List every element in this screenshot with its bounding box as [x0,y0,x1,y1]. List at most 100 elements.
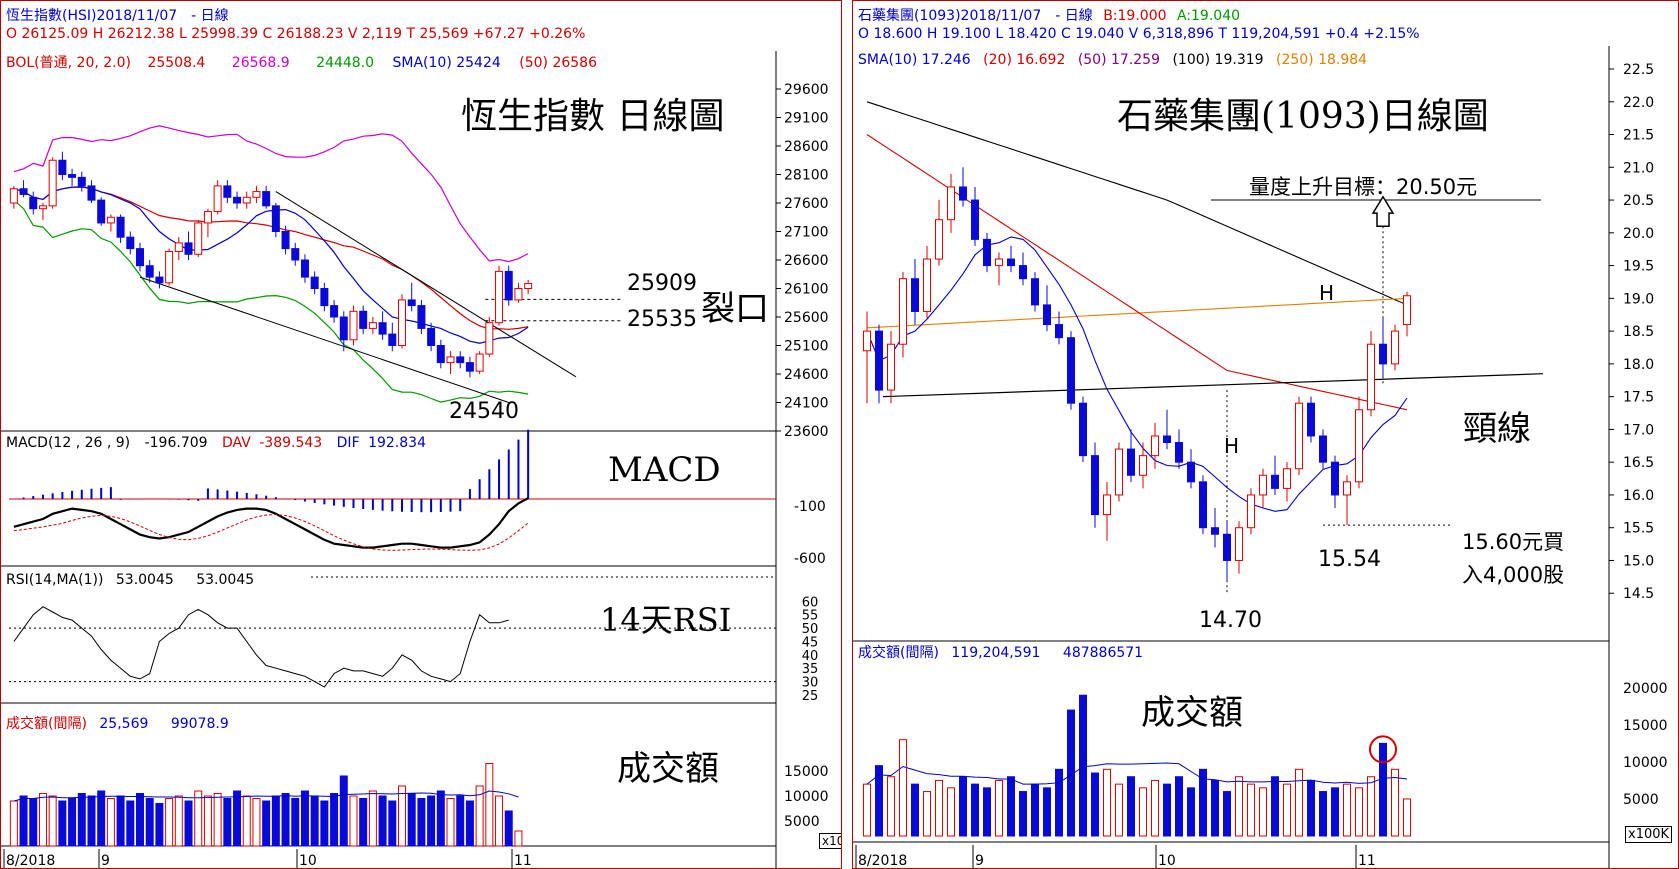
sp-volume-bar [1115,783,1123,837]
hsi-volume-bar [495,795,504,847]
rsi-tick: 30 [802,676,819,691]
sp-candle-body [1139,455,1147,476]
hsi-price-tick: 26100 [784,282,829,298]
buy-price-label: 15.54 [1318,547,1381,572]
sp-price-tick: 15.0 [1623,553,1654,569]
sp-price-tick: 21.5 [1623,128,1654,144]
sp-candle-body [1403,295,1411,326]
hsi-volume-bar [300,790,309,847]
hsi-resistance-trendline [275,191,577,378]
sp-volume-bar [983,787,991,837]
vol-unit: x10 [819,833,841,849]
hsi-candle-body [320,288,329,307]
hsi-volume-bar [427,795,436,847]
sp-volume-bar [1163,783,1171,837]
hsi-candle-body [291,248,300,261]
hsi-candle-body [19,188,28,195]
sp-x-axis-label: 11 [1358,853,1376,869]
sp-candle-body [863,330,871,352]
hsi-volume-bar [68,798,77,847]
sp-candle-body [1187,461,1195,483]
sp-candle-body [1055,324,1063,339]
sp-vol-tick: 20000 [1623,681,1668,697]
sp-price-tick: 22.0 [1623,95,1654,111]
sp-volume-bar [1391,768,1399,837]
hsi-volume-bar [165,798,174,847]
sp-price-tick: 14.5 [1623,586,1654,602]
sp-volume-bar [959,776,967,837]
hsi-support-trendline [139,276,509,403]
hsi-candle-body [359,310,368,329]
hsi-volume-bar [155,803,164,847]
macd-tick: -100 [794,499,826,515]
sp-candle-body [1235,527,1243,561]
hsi-volume-bar [77,793,86,847]
hsi-candle-body [58,159,67,175]
hsi-candle-body [407,299,416,307]
hsi-candle-body [427,327,436,346]
buy-note-line1: 15.60元買 [1462,530,1565,554]
volume-highlight-circle [1369,735,1397,764]
dif-label: DIF [336,435,360,451]
sp-candle-body [1019,265,1027,280]
sp-volume-bar [995,779,1003,837]
x-axis-label: 8/2018 [6,853,55,869]
hsi-volume-bar [465,800,474,847]
sp-candle-body [1295,402,1303,470]
sp-vol-value2: 487886571 [1062,645,1144,661]
macd-legend: MACD(12 , 26 , 9) -196.709 DAV -389.543 … [6,435,426,451]
hsi-header-line2: O 26125.09 H 26212.38 L 25998.39 C 26188… [6,26,585,42]
sp-volume-bar [1247,783,1255,837]
hsi-price-tick: 27100 [784,225,829,241]
hsi-candle-body [495,270,504,324]
hsi-candle-body [242,196,251,204]
sp-vol-tick: 15000 [1623,718,1668,734]
hsi-volume-bar [194,790,203,847]
rsi-title: 14天RSI [600,601,732,639]
hsi-volume-bar [291,798,300,847]
sp-sma20: (20) 16.692 [983,52,1066,68]
sp-vol-value1: 119,204,591 [951,645,1041,661]
sp-volume-bar [1211,779,1219,837]
rsi-line [13,606,509,688]
hsi-volume-bar [310,795,319,847]
sp-candle-body [1223,533,1231,561]
rsi-tick: 45 [802,635,819,650]
vol-value2: 99078.9 [170,716,229,732]
sp-candle-body [1115,448,1123,496]
dav-label: DAV [222,435,251,451]
sp-price-tick: 17.0 [1623,422,1654,438]
sp-candle-body [1367,343,1375,411]
sma10-label: SMA(10) 25424 [392,55,501,71]
vol-tick: 5000 [784,814,820,830]
hsi-candle-body [456,356,465,364]
sp-candle-body [1355,409,1363,483]
hsi-price-tick: 24100 [784,396,829,412]
sp-candle-body [935,219,943,260]
sp-candle-body [971,199,979,240]
hsi-candle-body [48,159,57,207]
hsi-candle-body [465,362,474,372]
hsi-candle-body [116,216,125,238]
sp-volume-bar [1031,783,1039,837]
hsi-candle-body [165,250,174,284]
sp-candle-body [1343,481,1351,496]
bol-upper-line [13,125,529,263]
rsi-tick: 25 [802,689,819,704]
hsi-candle-body [281,231,290,250]
sp-sma10: SMA(10) 17.246 [858,52,971,68]
hsi-volume-bar [106,798,115,847]
sp-candle-body [1259,474,1267,496]
hsi-price-tick: 29100 [784,111,829,127]
hsi-candle-body [388,333,397,347]
hsi-price-tick: 26600 [784,253,829,269]
hsi-volume-bar [19,795,28,847]
sp-volume-bar [1091,772,1099,837]
sp-candle-body [1175,442,1183,463]
hsi-volume-bar [436,790,445,847]
hsi-candle-body [38,205,47,210]
bol-up: 26568.9 [231,55,290,71]
sp-volume-bar [1271,776,1279,837]
hsi-ohlc: O 26125.09 H 26212.38 L 25998.39 C 26188… [6,26,586,42]
sp-candle-body [887,343,895,391]
